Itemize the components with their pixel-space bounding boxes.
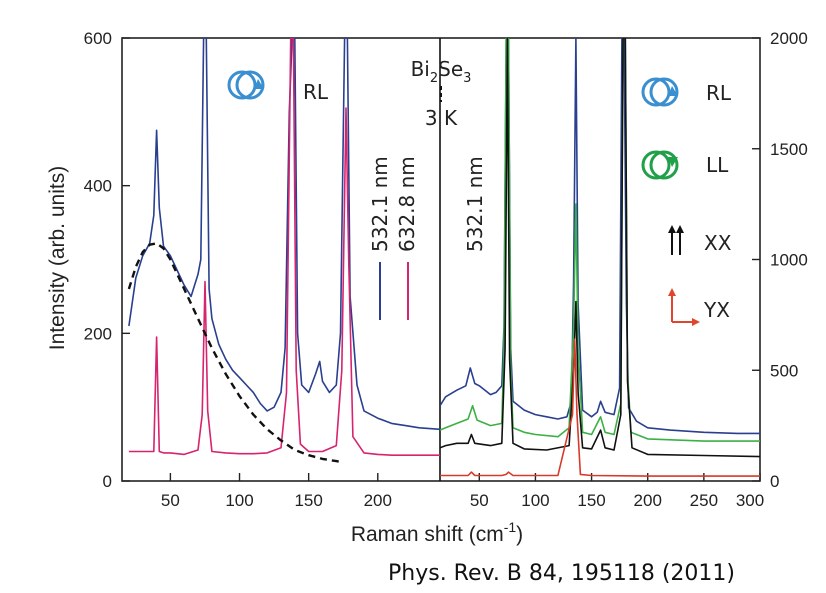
left-panel-series (127, 38, 440, 464)
left-xtick-label: 100 (225, 491, 253, 510)
right-ytick-label: 2000 (770, 29, 808, 48)
right-wavelength-label: 532.1 nm (463, 156, 487, 252)
left-ytick-label: 200 (84, 324, 112, 343)
circular-rl-icon (641, 77, 679, 107)
left-y-axis-ticks: 0 200 400 600 (84, 29, 130, 491)
left-x-axis-ticks: 50 100 150 200 (161, 473, 392, 510)
right-ytick-label: 1000 (770, 251, 808, 270)
legend-label-rl: RL (706, 81, 732, 105)
right-xtick-label: 100 (521, 491, 549, 510)
left-ytick-label: 0 (103, 472, 112, 491)
right-ytick-label: 0 (770, 472, 779, 491)
left-series-532-1-nm (128, 38, 440, 431)
x-axis-label: Raman shift (cm-1) (351, 519, 523, 546)
circular-rl-icon (227, 70, 265, 100)
legend-label-yx: YX (703, 298, 730, 322)
left-polarization-label: RL (303, 80, 329, 104)
wavelength-label-633: 632.8 nm (395, 156, 419, 252)
right-x-axis-ticks: 50 100 150 200 250 300 (470, 473, 764, 510)
compound-bi-subscript: 2 (430, 71, 438, 86)
right-y-axis-ticks: 0 500 1000 1500 2000 (752, 29, 808, 491)
compound-bi: Bi (411, 57, 430, 81)
right-xtick-label: 50 (470, 491, 489, 510)
left-series-632-8-nm (128, 38, 440, 457)
left-ytick-label: 400 (84, 177, 112, 196)
left-series-background-fit (127, 242, 344, 464)
right-series-yx (440, 338, 760, 477)
right-xtick-label: 150 (577, 491, 605, 510)
legend-label-ll: LL (706, 153, 729, 177)
right-panel-series (440, 38, 760, 477)
x-axis-label-end: ) (516, 523, 523, 546)
crossed-arrows-icon (668, 288, 700, 326)
compound-label: Bi2Se3 (411, 57, 472, 86)
circular-ll-icon (641, 150, 679, 180)
right-xtick-label: 250 (690, 491, 718, 510)
left-xtick-label: 150 (294, 491, 322, 510)
compound-se-subscript: 3 (463, 71, 471, 86)
left-ytick-label: 600 (84, 29, 112, 48)
y-axis-label: Intensity (arb. units) (46, 166, 69, 350)
wavelength-label-532: 532.1 nm (368, 156, 392, 252)
x-axis-label-main: Raman shift (cm (351, 523, 504, 546)
temperature-label: 3 K (425, 106, 458, 130)
right-xtick-label: 200 (634, 491, 662, 510)
right-ytick-label: 1500 (770, 140, 808, 159)
x-axis-label-superscript: -1 (504, 519, 517, 535)
right-ytick-label: 500 (770, 361, 798, 380)
right-xtick-label: 300 (736, 491, 764, 510)
legend-label-xx: XX (704, 231, 732, 255)
left-xtick-label: 200 (364, 491, 392, 510)
compound-se: Se (438, 57, 463, 81)
citation: Phys. Rev. B 84, 195118 (2011) (388, 561, 736, 586)
parallel-arrows-icon (668, 225, 684, 255)
left-xtick-label: 50 (161, 491, 180, 510)
